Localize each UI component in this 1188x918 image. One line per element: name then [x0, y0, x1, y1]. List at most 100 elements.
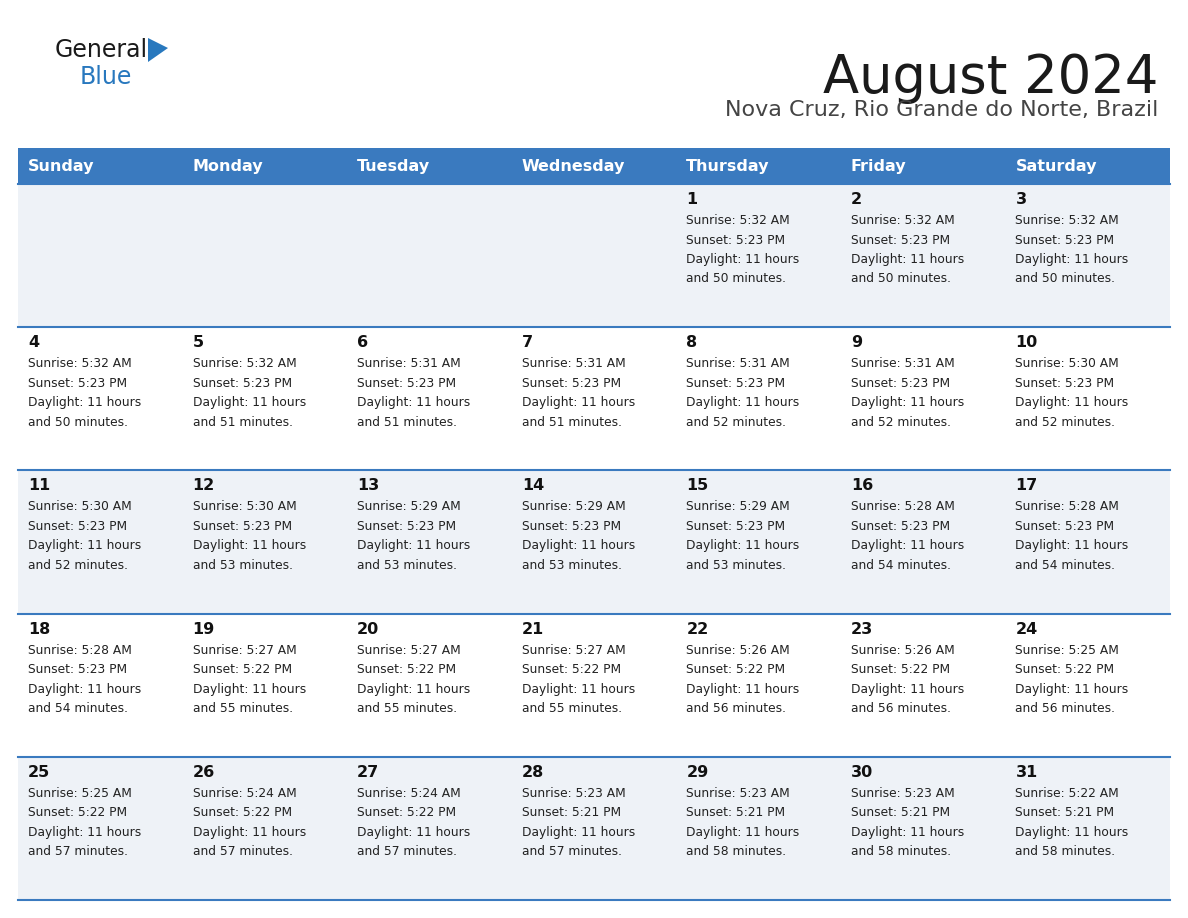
Text: and 57 minutes.: and 57 minutes. — [29, 845, 128, 858]
Text: 28: 28 — [522, 765, 544, 779]
Text: 24: 24 — [1016, 621, 1037, 636]
Text: Daylight: 11 hours: Daylight: 11 hours — [192, 683, 305, 696]
Text: Daylight: 11 hours: Daylight: 11 hours — [851, 540, 965, 553]
Text: Sunset: 5:23 PM: Sunset: 5:23 PM — [1016, 376, 1114, 390]
Text: Sunset: 5:23 PM: Sunset: 5:23 PM — [851, 376, 950, 390]
Text: Sunrise: 5:25 AM: Sunrise: 5:25 AM — [29, 787, 132, 800]
Text: Sunset: 5:23 PM: Sunset: 5:23 PM — [522, 520, 621, 533]
Text: Sunday: Sunday — [29, 160, 95, 174]
Text: Sunrise: 5:29 AM: Sunrise: 5:29 AM — [522, 500, 625, 513]
Text: and 53 minutes.: and 53 minutes. — [687, 559, 786, 572]
Text: Sunset: 5:22 PM: Sunset: 5:22 PM — [29, 806, 127, 819]
Text: and 52 minutes.: and 52 minutes. — [1016, 416, 1116, 429]
Text: Sunrise: 5:23 AM: Sunrise: 5:23 AM — [851, 787, 955, 800]
Text: Sunrise: 5:27 AM: Sunrise: 5:27 AM — [192, 644, 296, 656]
Text: 16: 16 — [851, 478, 873, 493]
Text: Daylight: 11 hours: Daylight: 11 hours — [687, 826, 800, 839]
Text: 13: 13 — [358, 478, 379, 493]
Text: Sunrise: 5:31 AM: Sunrise: 5:31 AM — [358, 357, 461, 370]
Text: 12: 12 — [192, 478, 215, 493]
Text: Sunrise: 5:23 AM: Sunrise: 5:23 AM — [687, 787, 790, 800]
Text: Sunset: 5:23 PM: Sunset: 5:23 PM — [1016, 233, 1114, 247]
Text: Wednesday: Wednesday — [522, 160, 625, 174]
Text: and 51 minutes.: and 51 minutes. — [522, 416, 621, 429]
Text: Daylight: 11 hours: Daylight: 11 hours — [851, 397, 965, 409]
Text: Sunrise: 5:30 AM: Sunrise: 5:30 AM — [29, 500, 132, 513]
Text: 14: 14 — [522, 478, 544, 493]
Text: Sunset: 5:21 PM: Sunset: 5:21 PM — [687, 806, 785, 819]
Text: Daylight: 11 hours: Daylight: 11 hours — [192, 540, 305, 553]
Text: and 56 minutes.: and 56 minutes. — [851, 702, 950, 715]
Text: Sunrise: 5:23 AM: Sunrise: 5:23 AM — [522, 787, 625, 800]
Text: Daylight: 11 hours: Daylight: 11 hours — [522, 397, 634, 409]
Text: Sunrise: 5:27 AM: Sunrise: 5:27 AM — [358, 644, 461, 656]
Text: Sunset: 5:23 PM: Sunset: 5:23 PM — [851, 520, 950, 533]
Text: Daylight: 11 hours: Daylight: 11 hours — [851, 253, 965, 266]
Text: and 51 minutes.: and 51 minutes. — [358, 416, 457, 429]
Text: Daylight: 11 hours: Daylight: 11 hours — [851, 826, 965, 839]
Text: Sunset: 5:22 PM: Sunset: 5:22 PM — [192, 663, 292, 676]
Text: and 51 minutes.: and 51 minutes. — [192, 416, 292, 429]
Text: 31: 31 — [1016, 765, 1037, 779]
Text: Sunset: 5:23 PM: Sunset: 5:23 PM — [358, 376, 456, 390]
Text: Sunrise: 5:26 AM: Sunrise: 5:26 AM — [851, 644, 955, 656]
Text: Sunrise: 5:31 AM: Sunrise: 5:31 AM — [851, 357, 955, 370]
Text: 7: 7 — [522, 335, 533, 350]
Text: Thursday: Thursday — [687, 160, 770, 174]
Text: Daylight: 11 hours: Daylight: 11 hours — [522, 540, 634, 553]
Text: and 50 minutes.: and 50 minutes. — [687, 273, 786, 285]
Text: and 54 minutes.: and 54 minutes. — [1016, 559, 1116, 572]
Text: Nova Cruz, Rio Grande do Norte, Brazil: Nova Cruz, Rio Grande do Norte, Brazil — [725, 100, 1158, 120]
Text: and 57 minutes.: and 57 minutes. — [192, 845, 292, 858]
Text: Sunrise: 5:28 AM: Sunrise: 5:28 AM — [851, 500, 955, 513]
Text: Tuesday: Tuesday — [358, 160, 430, 174]
Text: Daylight: 11 hours: Daylight: 11 hours — [851, 683, 965, 696]
Text: 8: 8 — [687, 335, 697, 350]
Text: 4: 4 — [29, 335, 39, 350]
Text: 1: 1 — [687, 192, 697, 207]
Text: Daylight: 11 hours: Daylight: 11 hours — [358, 540, 470, 553]
Text: Sunrise: 5:22 AM: Sunrise: 5:22 AM — [1016, 787, 1119, 800]
Text: 15: 15 — [687, 478, 708, 493]
Text: Sunrise: 5:24 AM: Sunrise: 5:24 AM — [358, 787, 461, 800]
Text: Daylight: 11 hours: Daylight: 11 hours — [522, 826, 634, 839]
Text: Sunset: 5:22 PM: Sunset: 5:22 PM — [192, 806, 292, 819]
Text: and 56 minutes.: and 56 minutes. — [687, 702, 786, 715]
Text: Sunset: 5:23 PM: Sunset: 5:23 PM — [687, 520, 785, 533]
Text: Daylight: 11 hours: Daylight: 11 hours — [1016, 397, 1129, 409]
Text: Sunrise: 5:32 AM: Sunrise: 5:32 AM — [1016, 214, 1119, 227]
Bar — [676, 148, 841, 184]
Text: Sunset: 5:23 PM: Sunset: 5:23 PM — [29, 663, 127, 676]
Text: Daylight: 11 hours: Daylight: 11 hours — [1016, 683, 1129, 696]
Text: Sunrise: 5:25 AM: Sunrise: 5:25 AM — [1016, 644, 1119, 656]
Text: Sunset: 5:21 PM: Sunset: 5:21 PM — [1016, 806, 1114, 819]
Text: Sunrise: 5:30 AM: Sunrise: 5:30 AM — [192, 500, 296, 513]
Text: 10: 10 — [1016, 335, 1037, 350]
Text: 6: 6 — [358, 335, 368, 350]
Text: and 55 minutes.: and 55 minutes. — [192, 702, 292, 715]
Text: Daylight: 11 hours: Daylight: 11 hours — [1016, 826, 1129, 839]
Text: and 52 minutes.: and 52 minutes. — [851, 416, 950, 429]
Text: and 53 minutes.: and 53 minutes. — [522, 559, 621, 572]
Bar — [183, 148, 347, 184]
Text: Sunrise: 5:32 AM: Sunrise: 5:32 AM — [192, 357, 296, 370]
Text: Sunrise: 5:28 AM: Sunrise: 5:28 AM — [1016, 500, 1119, 513]
Text: and 57 minutes.: and 57 minutes. — [358, 845, 457, 858]
Text: and 57 minutes.: and 57 minutes. — [522, 845, 621, 858]
Text: and 50 minutes.: and 50 minutes. — [1016, 273, 1116, 285]
Text: Daylight: 11 hours: Daylight: 11 hours — [29, 397, 141, 409]
Text: Sunset: 5:22 PM: Sunset: 5:22 PM — [522, 663, 621, 676]
Text: Sunrise: 5:29 AM: Sunrise: 5:29 AM — [687, 500, 790, 513]
Bar — [1005, 148, 1170, 184]
Text: 2: 2 — [851, 192, 862, 207]
Text: Daylight: 11 hours: Daylight: 11 hours — [687, 397, 800, 409]
Text: Sunrise: 5:31 AM: Sunrise: 5:31 AM — [687, 357, 790, 370]
Text: 18: 18 — [29, 621, 50, 636]
Text: Daylight: 11 hours: Daylight: 11 hours — [687, 253, 800, 266]
Text: Sunset: 5:22 PM: Sunset: 5:22 PM — [358, 806, 456, 819]
Text: Sunrise: 5:32 AM: Sunrise: 5:32 AM — [29, 357, 132, 370]
Text: Sunset: 5:22 PM: Sunset: 5:22 PM — [851, 663, 950, 676]
Text: Daylight: 11 hours: Daylight: 11 hours — [1016, 253, 1129, 266]
Bar — [18, 184, 1170, 327]
Text: Sunset: 5:23 PM: Sunset: 5:23 PM — [358, 520, 456, 533]
